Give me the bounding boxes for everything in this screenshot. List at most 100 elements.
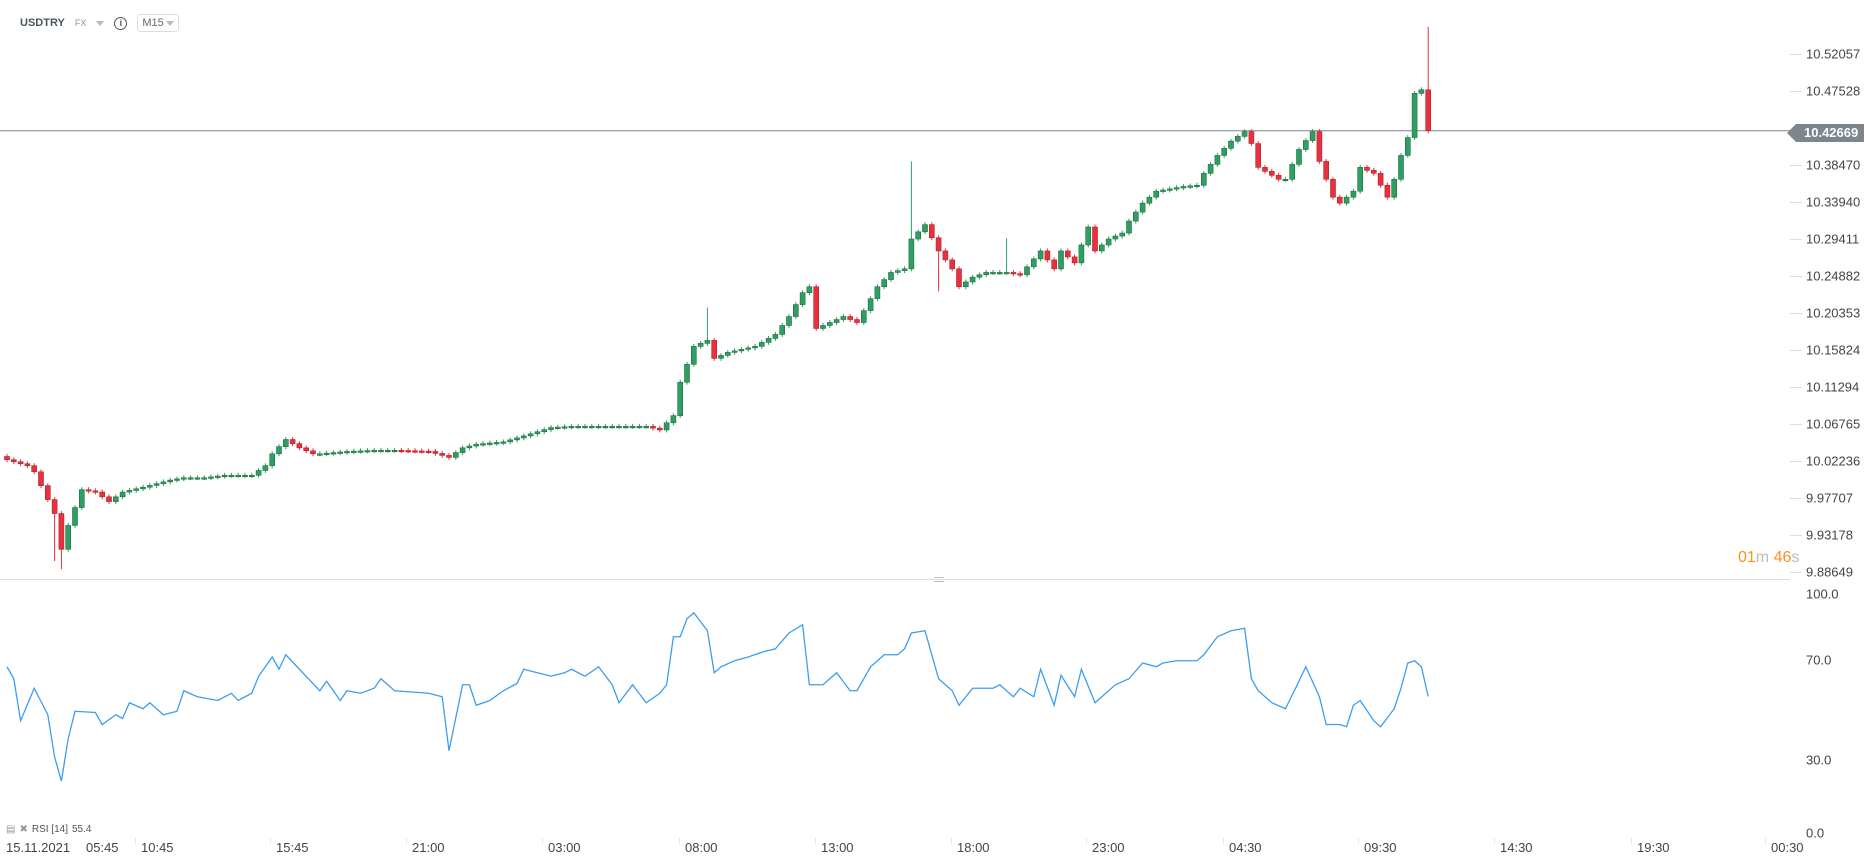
candle-down bbox=[1248, 131, 1255, 144]
candle-up bbox=[357, 450, 364, 453]
rsi-label: RSI [14] bbox=[31, 824, 68, 835]
candle-up bbox=[969, 276, 976, 283]
candle-down bbox=[24, 463, 31, 467]
price-axis-label: 9.88649 bbox=[1806, 564, 1853, 580]
timeframe-value: M15 bbox=[142, 17, 164, 29]
candle-up bbox=[881, 279, 888, 288]
candle-up bbox=[500, 441, 507, 444]
time-axis-label: 13:00 bbox=[821, 840, 854, 855]
symbol-label[interactable]: USDTRY bbox=[20, 17, 65, 29]
candle-up bbox=[622, 426, 629, 429]
candle-up bbox=[860, 310, 867, 323]
candle-down bbox=[935, 237, 942, 252]
time-axis-separator bbox=[542, 838, 543, 844]
candle-up bbox=[786, 316, 792, 326]
close-indicator-icon[interactable]: ✖ bbox=[19, 824, 28, 835]
rsi-axis-label-70: 70.0 bbox=[1806, 652, 1832, 668]
candle-up bbox=[833, 319, 840, 323]
timer-seconds: 46 bbox=[1773, 549, 1792, 566]
candle-up bbox=[901, 268, 908, 271]
candle-up bbox=[704, 340, 711, 344]
price-axis-tick bbox=[1790, 54, 1802, 55]
candle-up bbox=[1343, 196, 1350, 204]
candle-down bbox=[1065, 250, 1071, 258]
candle-up bbox=[514, 437, 520, 441]
info-icon[interactable]: i bbox=[114, 16, 128, 30]
candle-up bbox=[1187, 185, 1193, 188]
price-axis-tick bbox=[1790, 572, 1802, 574]
candle-up bbox=[384, 449, 391, 453]
candle-up bbox=[1282, 178, 1289, 182]
candle-up bbox=[391, 449, 398, 453]
candle-up bbox=[1296, 149, 1302, 165]
candle-up bbox=[1085, 226, 1091, 246]
price-axis-tick bbox=[1790, 498, 1802, 500]
price-axis-tick bbox=[1790, 91, 1802, 92]
time-axis-label: 03:00 bbox=[548, 840, 581, 855]
time-axis-label: 05:45 bbox=[86, 840, 119, 855]
candle-up bbox=[167, 479, 173, 483]
candle-up bbox=[731, 350, 738, 353]
candle-up bbox=[724, 352, 731, 356]
candle-up bbox=[867, 298, 874, 311]
candle-up bbox=[1031, 258, 1037, 268]
candle-down bbox=[38, 471, 44, 486]
time-axis-label: 04:30 bbox=[1229, 840, 1262, 855]
candle-up bbox=[276, 446, 282, 455]
candle-down bbox=[432, 451, 439, 454]
candle-up bbox=[507, 439, 514, 443]
candle-up bbox=[1221, 147, 1227, 156]
candle-up bbox=[568, 426, 575, 429]
time-axis-separator bbox=[1631, 838, 1632, 844]
candle-up bbox=[738, 349, 745, 352]
candle-up bbox=[1357, 167, 1363, 192]
indicator-settings-icon[interactable]: ▤ bbox=[6, 824, 16, 835]
candle-up bbox=[1228, 140, 1234, 149]
time-axis-separator bbox=[406, 838, 407, 844]
candle-up bbox=[663, 422, 670, 431]
candle-up bbox=[548, 427, 554, 430]
candle-up bbox=[364, 450, 371, 453]
candle-down bbox=[1425, 89, 1431, 131]
candle-down bbox=[813, 286, 820, 329]
price-axis-label: 9.97707 bbox=[1806, 490, 1853, 506]
candle-up bbox=[636, 426, 643, 429]
pane-resize-handle[interactable] bbox=[934, 577, 944, 582]
candle-up bbox=[1099, 244, 1105, 252]
time-axis-separator bbox=[1494, 838, 1495, 844]
candle-down bbox=[1010, 272, 1017, 275]
candle-up bbox=[922, 224, 928, 233]
candle-up bbox=[840, 316, 847, 320]
candle-up bbox=[1214, 155, 1221, 165]
candle-up bbox=[1037, 250, 1044, 260]
market-dropdown-icon[interactable] bbox=[96, 20, 105, 26]
candle-up bbox=[113, 496, 119, 502]
candle-up bbox=[1391, 178, 1397, 198]
candle-down bbox=[1384, 184, 1391, 198]
chart-header: USDTRY FX i M15 bbox=[20, 14, 179, 32]
candle-up bbox=[160, 481, 167, 484]
timeframe-select[interactable]: M15 bbox=[137, 14, 179, 32]
candle-down bbox=[656, 427, 663, 431]
candle-up bbox=[820, 325, 826, 329]
candle-up bbox=[1003, 272, 1010, 275]
candle-up bbox=[595, 426, 602, 429]
time-axis-separator bbox=[1358, 838, 1359, 844]
candle-up bbox=[758, 342, 765, 347]
candle-up bbox=[269, 453, 276, 467]
candle-down bbox=[99, 491, 105, 498]
rsi-axis-label-30: 30.0 bbox=[1806, 752, 1832, 768]
candle-up bbox=[826, 322, 833, 326]
price-axis-tick bbox=[1790, 239, 1802, 240]
timer-seconds-unit: s bbox=[1791, 549, 1800, 566]
candle-up bbox=[140, 486, 146, 490]
price-axis-label: 10.47528 bbox=[1806, 83, 1861, 99]
candle-up bbox=[1405, 137, 1411, 156]
candle-down bbox=[1275, 175, 1282, 180]
rsi-legend: ▤ ✖ RSI [14] 55.4 bbox=[6, 824, 91, 836]
candle-up bbox=[486, 442, 493, 445]
candle-up bbox=[684, 363, 690, 383]
candle-up bbox=[745, 347, 752, 350]
time-axis-separator bbox=[1086, 838, 1087, 844]
